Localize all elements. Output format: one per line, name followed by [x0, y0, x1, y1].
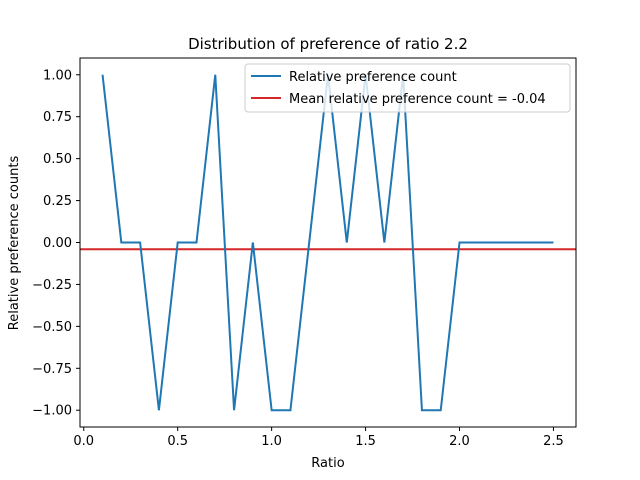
- x-tick-label: 2.0: [449, 434, 470, 449]
- y-tick-label: 0.50: [43, 152, 72, 167]
- y-tick-label: 0.75: [43, 110, 72, 125]
- y-tick-label: −0.75: [32, 362, 72, 377]
- y-axis-label: Relative preference counts: [7, 156, 22, 331]
- y-tick-label: −1.00: [32, 404, 72, 419]
- x-tick-label: 1.5: [355, 434, 376, 449]
- y-tick-label: 1.00: [43, 68, 72, 83]
- y-tick-label: −0.25: [32, 278, 72, 293]
- series-line-relative-preference: [101, 74, 554, 412]
- legend-label-series: Relative preference count: [289, 70, 457, 85]
- x-axis-ticks: 0.0 0.5 1.0 1.5 2.0 2.5: [73, 427, 564, 449]
- y-tick-label: 0.00: [43, 236, 72, 251]
- x-tick-label: 0.0: [73, 434, 94, 449]
- x-axis-label: Ratio: [311, 456, 344, 471]
- x-tick-label: 2.5: [543, 434, 564, 449]
- legend-box: [244, 63, 571, 113]
- series-lines: [101, 74, 554, 412]
- legend: Relative preference count Mean relative …: [244, 63, 571, 113]
- x-tick-label: 1.0: [261, 434, 282, 449]
- y-tick-label: 0.25: [43, 194, 72, 209]
- y-tick-label: −0.50: [32, 320, 72, 335]
- legend-label-mean: Mean relative preference count = -0.04: [289, 92, 546, 107]
- x-tick-label: 0.5: [167, 434, 188, 449]
- chart-title: Distribution of preference of ratio 2.2: [188, 35, 468, 53]
- y-axis-ticks: 1.00 0.75 0.50 0.25 0.00 −0.25 −0.50 −0.75 −1.00: [32, 68, 80, 419]
